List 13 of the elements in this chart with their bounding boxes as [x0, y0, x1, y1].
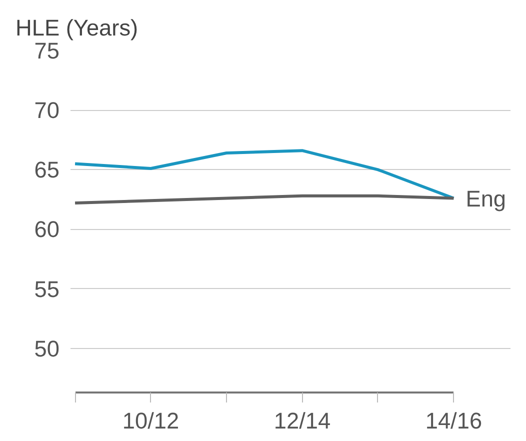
line-series	[74, 194, 456, 205]
y-tick-label: 70	[34, 97, 60, 124]
x-tick-label: 12/14	[274, 408, 331, 434]
x-tick-label: 10/12	[122, 408, 180, 434]
y-tick-label: 50	[34, 335, 60, 362]
series-label: Eng	[466, 185, 506, 212]
y-tick-label: 60	[34, 216, 60, 242]
line-series	[74, 149, 456, 200]
y-tick-label: 55	[34, 276, 60, 302]
y-axis-title: HLE (Years)	[16, 14, 138, 40]
x-tick-label: 14/16	[425, 408, 482, 434]
y-tick-label: 65	[34, 156, 60, 183]
y-tick-label: 75	[34, 38, 60, 64]
